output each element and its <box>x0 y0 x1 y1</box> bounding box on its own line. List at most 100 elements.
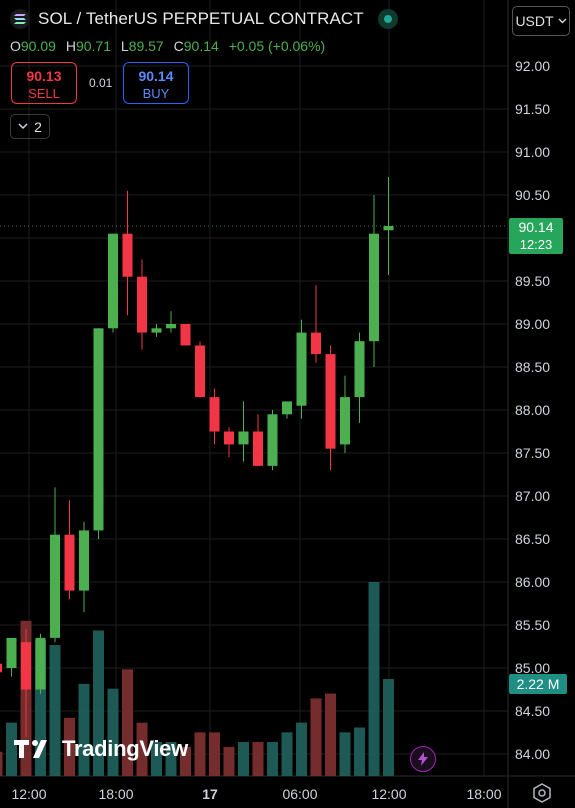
x-tick-label: 18:00 <box>466 786 501 802</box>
y-tick-label: 89.50 <box>515 273 550 289</box>
volume-tag: 2.22 M <box>509 674 567 694</box>
candle-body <box>50 534 60 638</box>
y-tick-label: 91.50 <box>515 101 550 117</box>
candle-body <box>108 233 118 329</box>
candle-body <box>282 401 292 415</box>
volume-bar <box>136 722 148 776</box>
volume-bar <box>78 683 90 776</box>
candle-body <box>137 276 147 333</box>
indicators-collapse-button[interactable]: 2 <box>10 114 50 139</box>
volume-bar <box>325 693 336 776</box>
candle-body <box>311 332 321 355</box>
candle-body <box>195 345 205 398</box>
volume-bar <box>64 717 75 776</box>
volume-bar <box>180 746 191 776</box>
y-tick-label: 87.00 <box>515 488 550 504</box>
volume-bar <box>354 727 365 776</box>
last-price-tag: 90.14 12:23 <box>509 218 563 254</box>
open-label: O <box>10 38 21 54</box>
volume-bar <box>296 722 307 776</box>
volume-bar <box>383 679 394 776</box>
y-tick-label: 86.50 <box>515 531 550 547</box>
sell-price: 90.13 <box>26 68 62 84</box>
candle-body <box>325 354 336 449</box>
y-tick-label: 85.50 <box>515 617 550 633</box>
sell-button[interactable]: 90.13 SELL <box>11 62 77 104</box>
low-label: L <box>120 38 129 54</box>
y-tick-label: 85.00 <box>515 660 550 676</box>
volume-bar <box>0 751 3 776</box>
volume-bar <box>194 732 206 776</box>
market-status-icon[interactable] <box>377 9 398 29</box>
candle-body <box>369 233 379 342</box>
volume-bar <box>122 669 133 776</box>
buy-price: 90.14 <box>138 68 174 84</box>
lightning-icon[interactable] <box>410 746 436 772</box>
candle-body <box>21 642 31 690</box>
candle-body <box>35 637 46 690</box>
candle-body <box>64 534 75 591</box>
volume-bar <box>310 698 322 776</box>
close-label: C <box>173 38 184 54</box>
candle-body <box>296 332 307 406</box>
bar-countdown: 12:23 <box>519 237 553 252</box>
volume-bar <box>165 742 177 776</box>
volume-bar <box>93 630 104 776</box>
buy-button[interactable]: 90.14 BUY <box>123 62 189 104</box>
x-tick-label: 18:00 <box>98 786 133 802</box>
solana-logo-icon <box>10 9 30 29</box>
y-tick-label: 86.00 <box>515 574 550 590</box>
candle-body <box>383 225 394 231</box>
x-tick-label: 17 <box>202 786 218 802</box>
y-tick-label: 84.50 <box>515 703 550 719</box>
y-tick-label: 89.00 <box>515 316 550 332</box>
chevron-down-icon <box>18 123 28 130</box>
candle-body <box>209 397 220 432</box>
x-tick-label: 12:00 <box>11 786 46 802</box>
volume-bar <box>35 640 46 776</box>
candle-body <box>267 414 278 466</box>
candle-body <box>93 328 104 531</box>
x-tick-label: 06:00 <box>282 786 317 802</box>
last-price: 90.14 <box>518 219 554 235</box>
indicator-count: 2 <box>34 118 42 135</box>
volume-bar <box>267 742 278 776</box>
symbol-title[interactable]: SOL / TetherUS PERPETUAL CONTRACT <box>38 9 364 28</box>
high-value: 90.71 <box>75 38 111 54</box>
volume-bar <box>49 645 61 776</box>
spread-value: 0.01 <box>89 76 113 90</box>
settings-gear-icon[interactable] <box>531 782 553 804</box>
volume-bar <box>107 688 119 776</box>
volume-bar <box>281 732 293 776</box>
tradingview-logo[interactable]: TradingView <box>14 736 188 762</box>
tradingview-mark-icon <box>14 740 47 758</box>
y-tick-label: 90.50 <box>515 187 550 203</box>
volume-bar <box>368 582 380 776</box>
tradingview-wordmark: TradingView <box>62 736 188 761</box>
ohlc-legend: O90.09 H90.71 L89.57 C90.14 +0.05 (+0.06… <box>10 38 331 54</box>
currency-label: USDT <box>515 13 554 29</box>
volume-bar <box>223 746 235 776</box>
candle-body <box>224 431 234 445</box>
y-tick-label: 91.00 <box>515 144 550 160</box>
candle-body <box>354 341 365 398</box>
volume-bar <box>238 742 249 776</box>
candle-body <box>180 324 191 346</box>
y-tick-label: 84.00 <box>515 746 550 762</box>
buy-label: BUY <box>142 86 170 101</box>
candle-body <box>151 328 162 333</box>
y-tick-label: 87.50 <box>515 445 550 461</box>
candle-body <box>253 431 263 466</box>
chart-header: SOL / TetherUS PERPETUAL CONTRACT <box>10 9 398 29</box>
candle-body <box>0 663 2 673</box>
candle-body <box>122 233 133 277</box>
candle-body <box>238 431 249 445</box>
currency-select[interactable]: USDT <box>512 6 570 36</box>
candle-body <box>6 637 17 668</box>
y-tick-label: 88.00 <box>515 402 550 418</box>
close-value: 90.14 <box>183 38 219 54</box>
candle-body <box>166 324 176 329</box>
low-value: 89.57 <box>128 38 164 54</box>
candle-body <box>79 530 89 591</box>
